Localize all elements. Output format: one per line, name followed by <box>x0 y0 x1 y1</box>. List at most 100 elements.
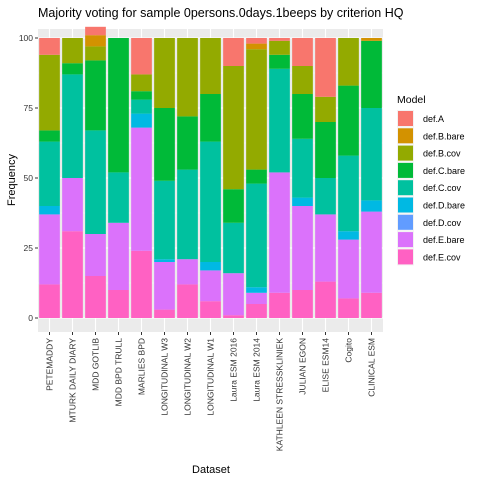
bar-segment <box>223 66 244 190</box>
bar-segment <box>315 96 336 122</box>
legend-label: def.C.bare <box>423 166 465 176</box>
bar-segment <box>246 43 267 50</box>
bar-segment <box>292 38 313 66</box>
bar-segment <box>85 276 106 318</box>
bar-segment <box>62 231 83 318</box>
legend-swatch <box>398 128 413 144</box>
bar-segment <box>154 108 175 181</box>
legend-label: def.D.cov <box>423 218 462 228</box>
x-tick-label: Cogito <box>344 338 354 363</box>
bar-segment <box>338 85 359 156</box>
x-tick-label: LONGITUDINAL W2 <box>183 338 193 416</box>
bar-stack <box>292 38 313 318</box>
bar-segment <box>62 178 83 232</box>
bar-segment <box>154 180 175 260</box>
bar-segment <box>200 301 221 318</box>
bar-segment <box>85 46 106 61</box>
bar-segment <box>39 214 60 285</box>
bar-segment <box>223 38 244 66</box>
x-axis: PETEMADDY MTURK DAILY DIARY MDD GOTLIB MDD … <box>45 332 377 451</box>
y-tick-label: 75 <box>24 103 34 113</box>
y-tick-label: 50 <box>24 173 34 183</box>
bar-stack <box>223 38 244 318</box>
bar-segment <box>177 38 198 117</box>
legend-label: def.B.cov <box>423 149 461 159</box>
bar-segment <box>62 38 83 64</box>
bar-segment <box>361 211 382 293</box>
x-tick-label: JULIAN EGON <box>298 338 308 395</box>
bar-segment <box>246 169 267 184</box>
bar-segment <box>338 38 359 86</box>
bar-segment <box>338 155 359 232</box>
bar-segment <box>177 116 198 170</box>
bar-stack <box>131 38 152 318</box>
x-tick-label: MARLIES BPD <box>137 338 147 395</box>
bar-segment <box>62 63 83 75</box>
bar-segment <box>315 214 336 282</box>
bar-segment <box>39 141 60 206</box>
bar-segment <box>108 222 129 290</box>
bar-segment <box>131 113 152 128</box>
bar-segment <box>315 38 336 97</box>
legend-label: def.C.cov <box>423 183 462 193</box>
bar-segment <box>361 38 382 41</box>
bar-segment <box>315 122 336 178</box>
bar-segment <box>246 292 267 304</box>
bar-segment <box>131 127 152 251</box>
bar-segment <box>39 38 60 55</box>
x-tick-label: Laura ESM 2014 <box>252 338 262 402</box>
x-axis-title: Dataset <box>192 464 230 476</box>
bar-segment <box>154 262 175 310</box>
x-tick-label: LONGITUDINAL W3 <box>160 338 170 416</box>
x-tick-label: ELISE ESM14 <box>321 338 331 393</box>
y-tick-label: 0 <box>28 313 33 323</box>
bar-segment <box>223 315 244 318</box>
bar-segment <box>39 54 60 131</box>
bar-segment <box>131 38 152 75</box>
bar-segment <box>361 108 382 201</box>
bar-segment <box>292 290 313 318</box>
x-tick-label: MTURK DAILY DIARY <box>68 338 78 423</box>
legend: Model def.A def.B.bare def.B.cov def.C.bare… <box>397 94 465 266</box>
bar-segment <box>200 262 221 271</box>
bar-segment <box>315 281 336 318</box>
bar-stack <box>154 38 175 318</box>
bar-segment <box>108 290 129 318</box>
bar-segment <box>315 178 336 215</box>
x-tick-label: PETEMADDY <box>45 338 55 391</box>
y-axis: 0 25 50 75 100 <box>19 33 38 323</box>
bars <box>39 26 382 318</box>
bar-segment <box>108 38 129 173</box>
bar-segment <box>361 40 382 108</box>
legend-swatch <box>398 180 413 196</box>
x-tick-label: CLINICAL ESM <box>367 338 377 397</box>
legend-swatch <box>398 214 413 230</box>
bar-segment <box>338 239 359 299</box>
bar-segment <box>269 54 290 69</box>
x-tick-label: Laura ESM 2016 <box>229 338 239 402</box>
bar-segment <box>154 309 175 318</box>
bar-segment <box>177 284 198 318</box>
bar-segment <box>39 284 60 318</box>
bar-stack <box>108 38 129 318</box>
x-tick-label: LONGITUDINAL W1 <box>206 338 216 416</box>
legend-label: def.E.bare <box>423 235 465 245</box>
bar-stack <box>315 38 336 318</box>
bar-segment <box>223 222 244 274</box>
bar-segment <box>177 169 198 260</box>
chart-title: Majority voting for sample 0persons.0day… <box>38 6 404 20</box>
bar-stack <box>85 26 106 318</box>
bar-segment <box>338 231 359 240</box>
bar-segment <box>39 130 60 142</box>
legend-swatch <box>398 197 413 213</box>
bar-segment <box>269 38 290 41</box>
bar-segment <box>154 259 175 262</box>
bar-segment <box>246 287 267 293</box>
x-tick-label: MDD BPD TRULL <box>114 338 124 407</box>
bar-segment <box>85 35 106 47</box>
bar-segment <box>131 74 152 92</box>
bar-stack <box>338 38 359 318</box>
bar-segment <box>246 304 267 318</box>
x-tick-label: KATHLEEN STRESSKLINIEK <box>275 338 285 452</box>
